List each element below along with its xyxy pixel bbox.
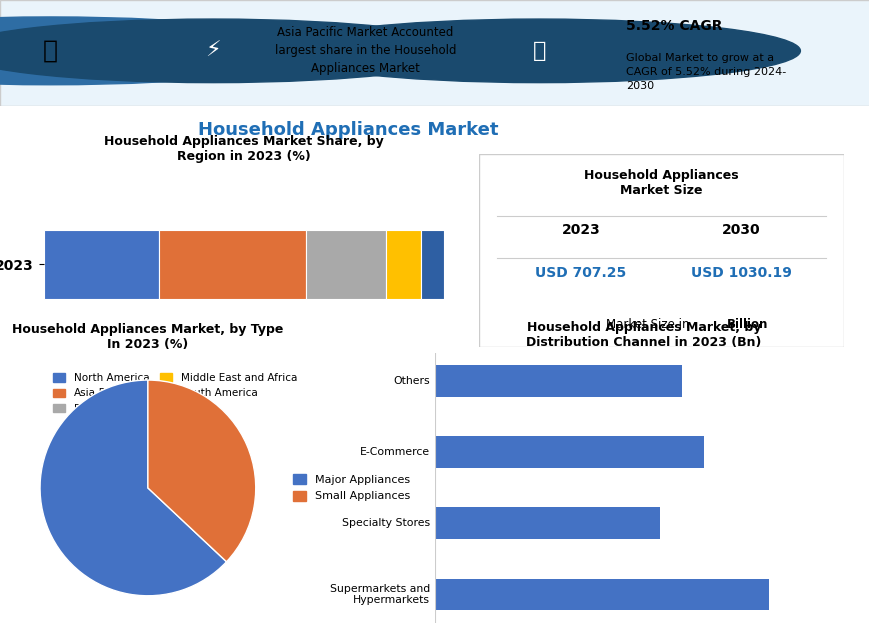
Wedge shape	[148, 380, 255, 562]
Text: 🌐: 🌐	[43, 39, 58, 63]
Text: Asia Pacific Market Accounted
largest share in the Household
Appliances Market: Asia Pacific Market Accounted largest sh…	[275, 26, 455, 75]
Bar	[434, 507, 660, 539]
Text: USD 1030.19: USD 1030.19	[690, 266, 791, 280]
Bar	[43, 230, 159, 299]
FancyBboxPatch shape	[478, 154, 843, 347]
Text: 🔥: 🔥	[532, 41, 546, 61]
Bar	[159, 230, 306, 299]
Text: ⚡: ⚡	[205, 41, 221, 61]
Bar	[386, 230, 421, 299]
Circle shape	[0, 19, 474, 83]
Legend: Major Appliances, Small Appliances: Major Appliances, Small Appliances	[288, 470, 415, 506]
Bar	[434, 365, 681, 397]
Bar	[306, 230, 386, 299]
FancyBboxPatch shape	[0, 0, 869, 106]
Title: Household Appliances Market Share, by
Region in 2023 (%): Household Appliances Market Share, by Re…	[103, 135, 383, 163]
Text: 2023: 2023	[561, 223, 600, 238]
Circle shape	[278, 19, 799, 83]
Text: 5.52% CAGR: 5.52% CAGR	[626, 19, 722, 33]
Text: USD 707.25: USD 707.25	[534, 266, 626, 280]
Wedge shape	[40, 380, 226, 596]
Text: Global Market to grow at a
CAGR of 5.52% during 2024-
2030: Global Market to grow at a CAGR of 5.52%…	[626, 53, 786, 91]
Bar	[434, 578, 768, 611]
Text: Market Size in: Market Size in	[606, 318, 693, 331]
Bar	[434, 437, 703, 469]
Title: Household Appliances Market, by
Distribution Channel in 2023 (Bn): Household Appliances Market, by Distribu…	[526, 321, 760, 349]
Text: Household Appliances
Market Size: Household Appliances Market Size	[583, 169, 738, 198]
Text: MMR: MMR	[100, 42, 149, 60]
Circle shape	[0, 17, 328, 85]
Text: Billion: Billion	[726, 318, 767, 331]
Legend: North America, Asia-Pacific, Europe, Middle East and Africa, South America: North America, Asia-Pacific, Europe, Mid…	[49, 369, 301, 418]
Text: Household Appliances Market: Household Appliances Market	[197, 121, 498, 139]
Title: Household Appliances Market, by Type
In 2023 (%): Household Appliances Market, by Type In …	[12, 322, 283, 351]
Bar	[421, 230, 443, 299]
Text: 2030: 2030	[721, 223, 760, 238]
